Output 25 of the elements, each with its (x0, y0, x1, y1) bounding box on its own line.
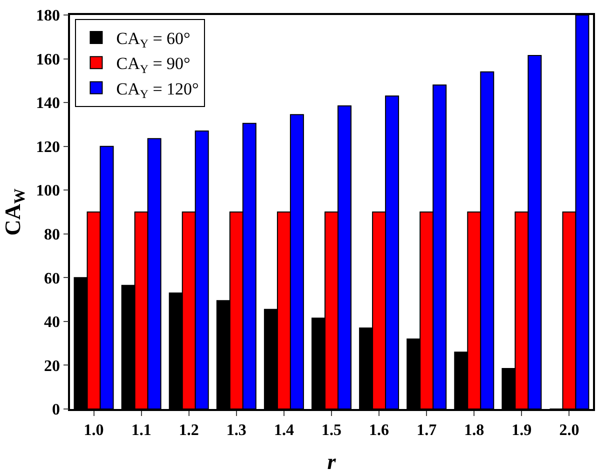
x-tick-label: 1.8 (464, 422, 484, 439)
x-axis-title: r (327, 449, 336, 474)
legend-label: CA$_{Y}$ = 60° (116, 29, 190, 51)
legend-label: CA$_{Y}$ = 120° (116, 79, 199, 101)
y-tick-label: 160 (36, 51, 60, 68)
y-tick-label: 120 (36, 138, 60, 156)
x-tick-label: 1.0 (84, 422, 104, 439)
x-tick-label: 1.7 (416, 422, 437, 439)
x-tick-label: 1.4 (274, 422, 294, 439)
x-tick-label: 1.5 (322, 422, 342, 439)
y-tick-label: 140 (36, 95, 60, 112)
x-tick-label: 1.1 (131, 422, 152, 439)
x-tick-label: 2.0 (559, 422, 580, 439)
x-tick-label: 1.9 (512, 422, 532, 439)
legend-label: CA$_{Y}$ = 90° (116, 54, 190, 76)
y-tick-label: 0 (52, 402, 60, 419)
y-tick-label: 60 (44, 270, 60, 288)
y-tick-label: 180 (36, 8, 60, 25)
y-tick-label: 100 (36, 182, 60, 200)
y-tick-label: 40 (44, 314, 60, 332)
x-tick-label: 1.3 (226, 422, 246, 439)
x-tick-label: 1.2 (178, 422, 199, 439)
x-tick-label: 1.6 (369, 422, 390, 439)
y-tick-label: 20 (44, 358, 60, 375)
y-tick-label: 80 (44, 226, 60, 244)
